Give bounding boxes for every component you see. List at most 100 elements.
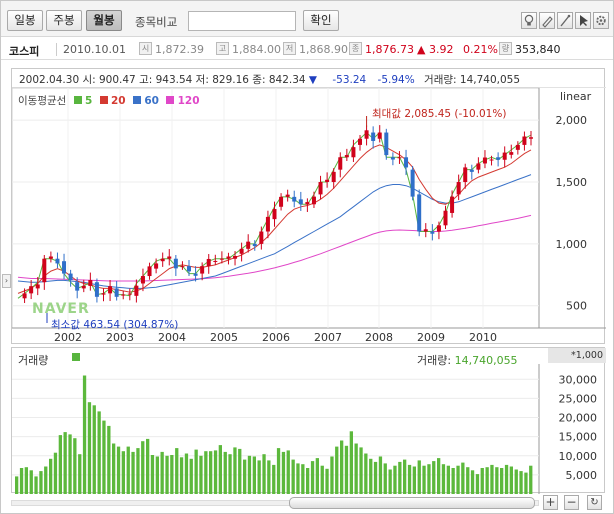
volume-bar [398, 461, 402, 494]
candle-body [351, 147, 356, 158]
volume-tick-label: 15,000 [559, 431, 598, 444]
volume-bar [470, 470, 475, 494]
price-header: 2002.04.30 시: 900.47 고: 943.54 저: 829.16… [19, 72, 520, 87]
volume-bar [461, 462, 465, 494]
scroll-thumb[interactable] [289, 497, 535, 509]
candle-body [94, 282, 99, 297]
volume-bar [364, 453, 368, 494]
volume-bar [136, 448, 140, 494]
scale-type-label[interactable]: linear [560, 90, 592, 103]
volume-bar [209, 451, 213, 494]
candle-body [364, 130, 369, 139]
refresh-icon[interactable]: ↻ [587, 495, 602, 510]
volume-bar [204, 451, 208, 494]
volume-value: 353,840 [515, 43, 561, 56]
candle-body [463, 167, 468, 183]
chart-scroll-row: + − ↻ [11, 495, 607, 511]
candle-body [187, 266, 191, 272]
volume-bar [519, 471, 523, 494]
volume-bar [150, 455, 155, 494]
candle-body [206, 258, 211, 267]
volume-icon: 량 [499, 42, 512, 55]
candle-body [265, 216, 270, 232]
candle-body [358, 138, 362, 145]
candle-body [81, 285, 86, 289]
volume-bar [160, 451, 164, 494]
candle-body [489, 159, 494, 161]
volume-bar [53, 452, 58, 494]
price-chart: 500 1,000 1,500 2,000 2002 2003 2004 2005 2006 20… [12, 87, 606, 344]
bulb-icon[interactable] [521, 12, 537, 29]
chart-toolbar: 일봉 주봉 월봉 종목비교 확인 [1, 1, 613, 37]
candle-body [331, 171, 336, 183]
candle-body [233, 256, 238, 259]
gear-icon[interactable] [593, 12, 609, 29]
candle-body [147, 266, 152, 277]
price-header-change-pct: -5.94% [377, 74, 415, 86]
weekly-button[interactable]: 주봉 [46, 10, 82, 31]
index-name: 코스피 [9, 45, 40, 58]
price-chart-panel[interactable]: 500 1,000 1,500 2,000 2002 2003 2004 2005 2006 20… [2, 68, 606, 344]
volume-bar [44, 466, 48, 494]
volume-bar [485, 467, 489, 494]
compare-input[interactable] [188, 11, 296, 31]
year-tick-label: 2007 [314, 331, 342, 344]
volume-tick-label: 20,000 [559, 412, 598, 425]
min-annotation: 최소값 463.54 (304.87%) [51, 319, 179, 331]
volume-bar [49, 458, 53, 494]
volume-bar [378, 456, 383, 494]
volume-bar [422, 465, 426, 494]
candle-body [101, 293, 106, 295]
volume-chart-panel[interactable]: 5,000 10,000 15,000 20,000 25,000 30,000 거래량 … [11, 347, 606, 494]
scroll-track[interactable] [11, 500, 539, 506]
monthly-button[interactable]: 월봉 [86, 10, 122, 31]
volume-bar [175, 448, 179, 494]
volume-legend-swatch [72, 353, 80, 361]
close-icon: 종 [349, 42, 362, 55]
ma-60-label: 60 [144, 95, 159, 107]
volume-bar [257, 460, 261, 494]
volume-bar [78, 454, 82, 494]
pencil-icon[interactable] [539, 12, 555, 29]
volume-bar [359, 447, 363, 494]
expand-left-icon[interactable]: › [2, 274, 11, 288]
volume-bar [68, 434, 72, 494]
volume-bar [393, 465, 397, 494]
volume-bar [335, 446, 339, 494]
volume-chart: 5,000 10,000 15,000 20,000 25,000 30,000 [12, 364, 598, 494]
year-tick-label: 2008 [365, 331, 393, 344]
candle-body [68, 273, 73, 280]
confirm-button[interactable]: 확인 [303, 10, 339, 31]
cursor-icon[interactable] [575, 12, 591, 29]
candle-body [121, 294, 126, 296]
open-value: 1,872.39 [155, 43, 204, 56]
candle-body [272, 208, 277, 220]
candle-body [443, 210, 448, 226]
candle-body [397, 157, 402, 159]
price-header-volume: 거래량: 14,740,055 [424, 74, 521, 86]
volume-bar [189, 458, 193, 494]
candle-body [450, 196, 455, 213]
zoom-out-icon[interactable]: − [564, 495, 579, 510]
candle-body [62, 261, 67, 274]
ma-20-line [17, 144, 532, 294]
candle-body [193, 273, 198, 276]
volume-bar [34, 476, 38, 494]
zoom-in-icon[interactable]: + [543, 495, 558, 510]
volume-value-number: 14,740,055 [454, 354, 518, 367]
pen-icon[interactable] [557, 12, 573, 29]
volume-bar [15, 476, 19, 494]
volume-tick-label: 30,000 [559, 373, 598, 386]
daily-button[interactable]: 일봉 [7, 10, 43, 31]
volume-bar [437, 458, 441, 494]
volume-bar [490, 464, 494, 494]
year-tick-label: 2002 [54, 331, 82, 344]
volume-bar [354, 443, 358, 494]
candle-body [239, 248, 244, 254]
volume-bar [524, 472, 528, 494]
candle-body [55, 258, 60, 264]
volume-bar [116, 446, 121, 494]
volume-bar [407, 464, 412, 494]
candle-body [384, 132, 389, 156]
candle-body [423, 229, 428, 232]
